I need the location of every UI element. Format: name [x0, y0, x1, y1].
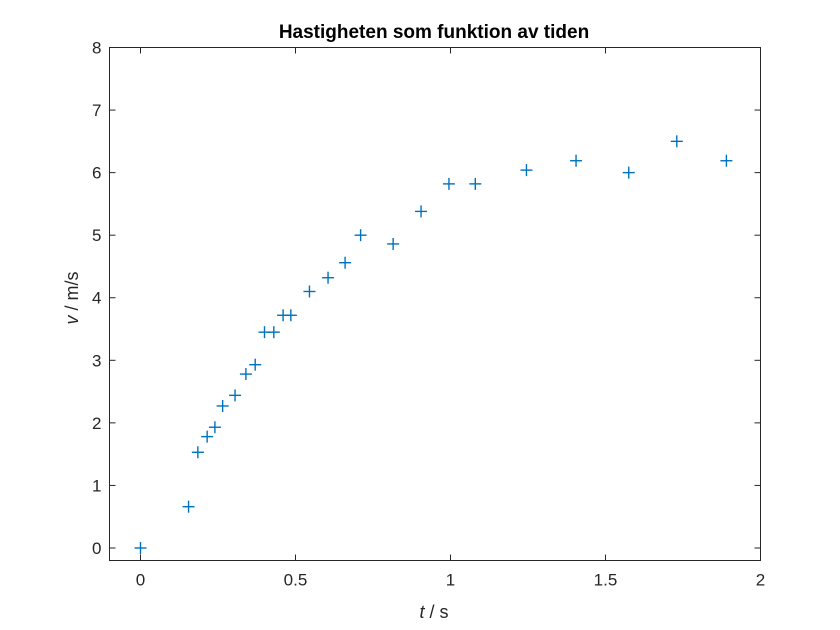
- x-tick-label: 2: [756, 571, 765, 590]
- data-point: [322, 271, 335, 284]
- data-point: [267, 326, 280, 339]
- x-axis-label: t / s: [419, 602, 448, 622]
- y-tick-label: 4: [92, 289, 101, 308]
- y-tick-label: 8: [92, 39, 101, 58]
- axes-box: [109, 47, 761, 561]
- data-point: [339, 256, 352, 269]
- x-tick-label: 1.5: [594, 571, 618, 590]
- y-axis-unit: / m/s: [62, 272, 82, 316]
- y-axis-variable: v: [62, 315, 82, 325]
- y-axis-ticks: 0 1 2 3 4 5 6 7 8: [92, 39, 761, 558]
- data-point: [201, 430, 214, 443]
- data-point: [354, 229, 367, 242]
- y-tick-label: 0: [92, 539, 101, 558]
- data-point: [182, 500, 195, 513]
- y-tick-label: 3: [92, 351, 101, 370]
- x-axis-ticks: 0 0.5 1 1.5 2: [136, 47, 765, 590]
- data-point: [415, 205, 428, 218]
- y-tick-label: 5: [92, 226, 101, 245]
- data-point: [229, 389, 242, 402]
- data-point: [239, 368, 252, 381]
- x-axis-variable: t: [419, 602, 425, 622]
- data-point: [303, 285, 316, 298]
- y-tick-label: 1: [92, 476, 101, 495]
- y-tick-label: 2: [92, 414, 101, 433]
- x-tick-label: 1: [446, 571, 455, 590]
- y-tick-label: 6: [92, 164, 101, 183]
- data-point: [469, 177, 482, 190]
- x-tick-label: 0: [136, 571, 145, 590]
- y-axis-label: v / m/s: [62, 272, 82, 325]
- data-point: [670, 135, 683, 148]
- data-point: [442, 177, 455, 190]
- y-tick-label: 7: [92, 101, 101, 120]
- x-axis-unit: / s: [425, 602, 449, 622]
- data-markers: [134, 135, 733, 554]
- x-tick-label: 0.5: [284, 571, 308, 590]
- data-point: [216, 399, 229, 412]
- data-point: [570, 154, 583, 167]
- chart-title: Hastigheten som funktion av tiden: [279, 22, 589, 43]
- data-point: [720, 154, 733, 167]
- data-point: [284, 309, 297, 322]
- data-point: [191, 446, 204, 459]
- data-point: [622, 166, 635, 179]
- data-point: [520, 164, 533, 177]
- data-point: [249, 358, 262, 371]
- plot-area: [109, 47, 761, 561]
- data-point: [208, 421, 221, 434]
- data-point: [387, 237, 400, 250]
- data-point: [134, 541, 147, 554]
